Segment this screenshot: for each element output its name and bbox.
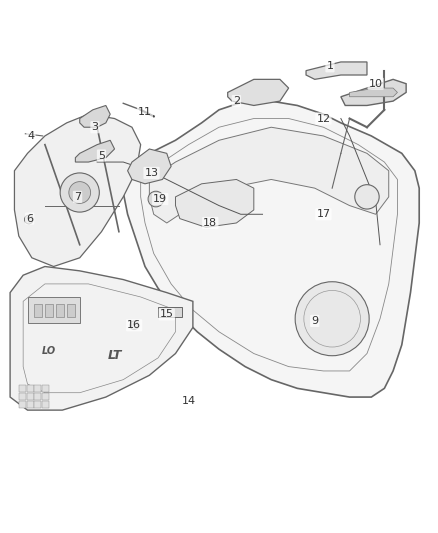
Circle shape xyxy=(295,282,369,356)
Polygon shape xyxy=(127,149,171,184)
Text: LO: LO xyxy=(42,346,57,357)
Bar xyxy=(158,307,182,317)
Circle shape xyxy=(148,191,164,207)
Polygon shape xyxy=(123,101,419,397)
Polygon shape xyxy=(341,79,406,106)
Polygon shape xyxy=(306,62,367,79)
Text: 6: 6 xyxy=(26,214,33,224)
Text: 12: 12 xyxy=(316,114,331,124)
Bar xyxy=(19,393,26,400)
Text: 14: 14 xyxy=(181,397,196,407)
Text: 17: 17 xyxy=(316,209,331,219)
Circle shape xyxy=(69,182,91,204)
Bar xyxy=(19,385,26,392)
Text: 13: 13 xyxy=(145,168,159,178)
Text: 10: 10 xyxy=(369,79,383,88)
Bar xyxy=(42,385,49,392)
Text: 11: 11 xyxy=(138,107,152,117)
Circle shape xyxy=(25,215,33,224)
Bar xyxy=(34,304,42,317)
Polygon shape xyxy=(14,114,141,266)
Bar xyxy=(35,385,42,392)
Polygon shape xyxy=(75,140,115,162)
Circle shape xyxy=(130,321,138,329)
Bar xyxy=(35,393,42,400)
Circle shape xyxy=(355,184,379,209)
Text: 7: 7 xyxy=(74,192,81,202)
Text: LT: LT xyxy=(107,349,122,362)
Text: 3: 3 xyxy=(92,122,99,132)
Polygon shape xyxy=(176,180,254,228)
Polygon shape xyxy=(28,297,80,323)
Bar xyxy=(35,401,42,408)
Text: 1: 1 xyxy=(326,61,333,71)
Polygon shape xyxy=(10,266,193,410)
Bar xyxy=(27,393,34,400)
Text: 9: 9 xyxy=(311,316,318,326)
Bar xyxy=(42,393,49,400)
Bar xyxy=(27,385,34,392)
Bar xyxy=(45,304,53,317)
Bar xyxy=(19,401,26,408)
Polygon shape xyxy=(350,88,397,97)
Circle shape xyxy=(60,173,99,212)
Polygon shape xyxy=(149,127,389,223)
Text: 18: 18 xyxy=(203,218,217,228)
Text: 4: 4 xyxy=(28,131,35,141)
Text: 15: 15 xyxy=(160,309,174,319)
Bar xyxy=(27,401,34,408)
Polygon shape xyxy=(228,79,289,106)
Text: 16: 16 xyxy=(127,320,141,330)
Text: 19: 19 xyxy=(153,194,167,204)
Polygon shape xyxy=(80,106,110,127)
Text: 2: 2 xyxy=(233,96,240,106)
Bar xyxy=(42,401,49,408)
Text: 5: 5 xyxy=(98,150,105,160)
Bar xyxy=(56,304,64,317)
Bar xyxy=(67,304,74,317)
